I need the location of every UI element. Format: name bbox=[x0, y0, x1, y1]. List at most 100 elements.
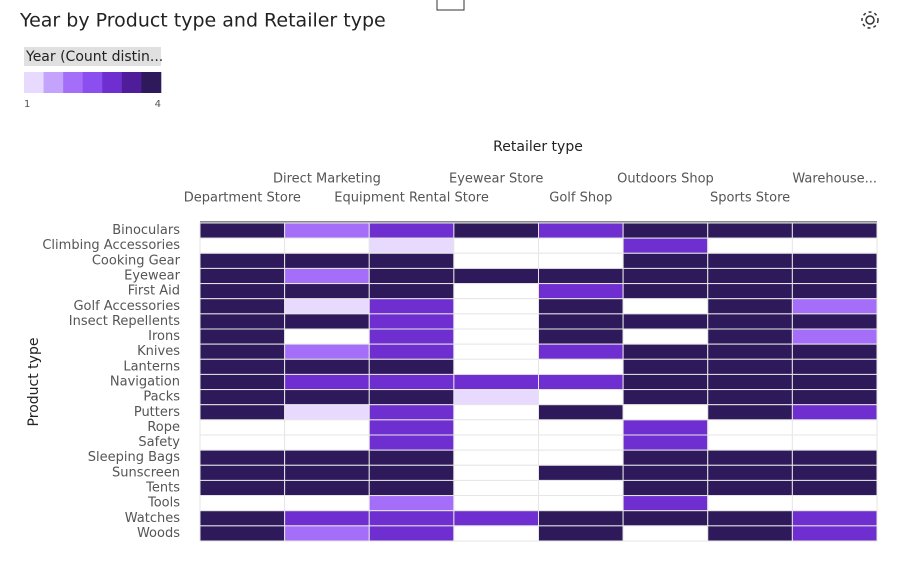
empty-cell bbox=[538, 434, 624, 451]
y-tick-label: Knives bbox=[137, 344, 180, 359]
heat-cell bbox=[791, 479, 878, 497]
empty-cell bbox=[622, 298, 709, 315]
heat-cell bbox=[622, 434, 709, 451]
empty-cell bbox=[199, 434, 286, 451]
y-tick-label: Watches bbox=[125, 511, 180, 526]
legend-swatch bbox=[102, 72, 123, 93]
empty-cell bbox=[538, 419, 624, 436]
empty-cell bbox=[284, 495, 370, 512]
empty-cell bbox=[453, 343, 539, 360]
heat-cell bbox=[791, 313, 878, 330]
heat-cell bbox=[284, 222, 370, 239]
heat-cell bbox=[538, 298, 624, 315]
heat-cell bbox=[622, 267, 709, 285]
empty-cell bbox=[791, 419, 878, 436]
heat-cell bbox=[368, 419, 455, 436]
x-tick-label: Eyewear Store bbox=[449, 172, 543, 187]
heat-cell bbox=[368, 267, 455, 285]
heat-cell bbox=[284, 298, 370, 315]
empty-cell bbox=[453, 358, 539, 375]
icon-part bbox=[865, 15, 875, 25]
y-tick-label: Safety bbox=[138, 435, 180, 450]
empty-cell bbox=[199, 495, 286, 512]
y-tick-label: Tools bbox=[147, 496, 180, 511]
heat-cell bbox=[199, 525, 286, 542]
empty-cell bbox=[453, 283, 539, 300]
legend-swatch bbox=[63, 72, 84, 93]
empty-cell bbox=[791, 237, 878, 254]
heat-cell bbox=[707, 252, 793, 269]
heat-cell bbox=[368, 373, 455, 391]
heat-cell bbox=[622, 222, 709, 239]
heat-cell bbox=[199, 313, 286, 330]
heat-cell bbox=[622, 479, 709, 497]
heat-cell bbox=[622, 237, 709, 254]
empty-cell bbox=[453, 479, 539, 497]
heat-cell bbox=[791, 298, 878, 315]
y-tick-label: Packs bbox=[143, 390, 180, 405]
heat-cell bbox=[453, 373, 539, 391]
icon-part bbox=[861, 11, 879, 29]
download-icon[interactable] bbox=[436, 0, 465, 11]
settings-icon[interactable] bbox=[861, 11, 879, 29]
legend-title-bg bbox=[24, 47, 161, 66]
heat-cell bbox=[453, 389, 539, 406]
heat-cell bbox=[791, 328, 878, 345]
heat-cell bbox=[538, 464, 624, 481]
heat-cell bbox=[453, 510, 539, 527]
heat-cell bbox=[538, 510, 624, 527]
heat-cell bbox=[538, 222, 624, 239]
heat-cell bbox=[538, 283, 624, 300]
y-tick-label: Navigation bbox=[110, 375, 180, 390]
heat-cell bbox=[284, 267, 370, 285]
heat-cell bbox=[284, 373, 370, 391]
heat-cell bbox=[199, 222, 286, 239]
heat-cell bbox=[622, 252, 709, 269]
y-tick-label: Climbing Accessories bbox=[42, 238, 180, 253]
heat-cell bbox=[538, 525, 624, 542]
empty-cell bbox=[284, 328, 370, 345]
heat-cell bbox=[707, 464, 793, 481]
y-tick-label: Rope bbox=[147, 420, 180, 435]
empty-cell bbox=[199, 237, 286, 254]
heat-cell bbox=[791, 464, 878, 481]
legend-swatch bbox=[121, 72, 142, 93]
empty-cell bbox=[622, 525, 709, 542]
heat-cell bbox=[368, 510, 455, 527]
heat-cell bbox=[707, 298, 793, 315]
heat-cell bbox=[707, 313, 793, 330]
heat-cell bbox=[284, 389, 370, 406]
heat-cell bbox=[791, 449, 878, 466]
y-tick-label: Insect Repellents bbox=[69, 314, 180, 329]
empty-cell bbox=[707, 434, 793, 451]
heat-cell bbox=[622, 389, 709, 406]
y-tick-label: First Aid bbox=[128, 284, 180, 299]
heat-cell bbox=[538, 343, 624, 360]
heat-cell bbox=[791, 358, 878, 375]
heat-cell bbox=[284, 358, 370, 375]
empty-cell bbox=[538, 237, 624, 254]
heat-cell bbox=[368, 237, 455, 254]
heat-cell bbox=[453, 222, 539, 239]
heat-cell bbox=[199, 358, 286, 375]
legend-swatch bbox=[24, 72, 44, 93]
heat-cell bbox=[791, 389, 878, 406]
x-tick-label: Direct Marketing bbox=[273, 172, 381, 187]
heat-cell bbox=[199, 389, 286, 406]
empty-cell bbox=[538, 449, 624, 466]
heat-cell bbox=[284, 525, 370, 542]
heat-cell bbox=[284, 449, 370, 466]
y-tick-label: Cooking Gear bbox=[92, 253, 181, 268]
empty-cell bbox=[199, 419, 286, 436]
heat-cell bbox=[622, 495, 709, 512]
empty-cell bbox=[707, 495, 793, 512]
heat-cell bbox=[791, 404, 878, 421]
empty-cell bbox=[453, 237, 539, 254]
heat-cell bbox=[368, 404, 455, 421]
empty-cell bbox=[707, 419, 793, 436]
heat-cell bbox=[368, 525, 455, 542]
heat-cell bbox=[284, 252, 370, 269]
empty-cell bbox=[791, 434, 878, 451]
heat-cell bbox=[368, 283, 455, 300]
heat-cell bbox=[791, 222, 878, 239]
